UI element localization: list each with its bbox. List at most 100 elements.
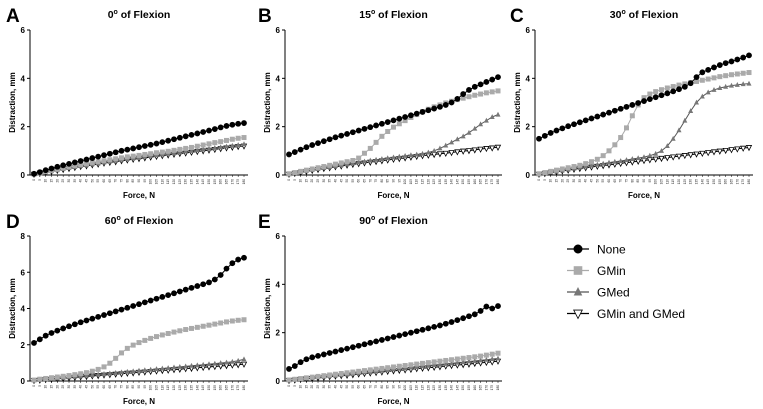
data-point	[332, 371, 338, 377]
x-tick-label: 25	[61, 385, 65, 389]
x-tick-label: 55	[601, 179, 605, 183]
x-tick-label: 130	[438, 385, 442, 391]
x-tick-label: 105	[660, 179, 664, 185]
series-gmin-and-gmed	[285, 144, 502, 179]
x-tick-label: 15	[50, 179, 54, 183]
data-point	[241, 135, 247, 141]
data-point	[60, 162, 67, 169]
data-point	[402, 118, 408, 124]
data-point	[338, 347, 345, 353]
x-tick-label: 45	[85, 179, 89, 183]
data-point	[292, 376, 298, 382]
data-point	[136, 144, 142, 151]
x-tick-label: 85	[131, 179, 135, 183]
x-tick-label: 105	[409, 385, 413, 391]
data-point	[460, 91, 467, 97]
data-point	[89, 160, 95, 166]
data-point	[390, 117, 397, 124]
data-point	[559, 166, 565, 172]
x-tick-label: 65	[108, 179, 112, 183]
data-point	[413, 110, 420, 117]
data-point	[652, 156, 659, 163]
x-tick-label: 160	[219, 385, 223, 391]
data-point	[194, 283, 201, 289]
data-point	[623, 103, 630, 110]
data-point	[66, 164, 72, 170]
data-point	[95, 366, 101, 372]
data-point	[589, 159, 594, 165]
data-point	[235, 357, 241, 363]
data-point	[460, 95, 466, 101]
data-point	[653, 89, 659, 95]
x-tick-label: 50	[345, 179, 349, 183]
y-axis-label: Distraction, mm	[263, 72, 272, 132]
data-point	[124, 146, 131, 153]
x-tick-label: 45	[85, 385, 89, 389]
data-point	[361, 341, 368, 348]
data-point	[183, 148, 189, 154]
data-point	[635, 155, 641, 161]
data-point	[612, 158, 618, 164]
x-tick-label: 170	[735, 179, 739, 185]
data-point	[355, 342, 362, 349]
x-tick-label: 150	[712, 179, 716, 185]
x-tick-label: 15	[304, 385, 308, 389]
data-point	[338, 132, 345, 139]
x-tick-label: 105	[409, 179, 413, 185]
x-tick-label: 115	[421, 385, 425, 390]
data-point	[43, 375, 49, 381]
data-point	[42, 332, 49, 339]
x-tick-label: 65	[362, 179, 366, 183]
x-tick-label: 0	[287, 179, 291, 181]
data-point	[465, 148, 473, 155]
data-point	[693, 151, 700, 158]
data-point	[594, 156, 600, 162]
title-degree: 60	[105, 215, 117, 227]
title-suffix: of Flexion	[121, 215, 174, 227]
x-tick-label: 150	[461, 179, 465, 185]
title-degree: 90	[359, 215, 371, 227]
data-point	[675, 153, 683, 160]
data-point	[437, 322, 443, 329]
x-tick-label: 135	[695, 179, 699, 185]
data-point	[106, 150, 113, 157]
y-axis-label: Distraction, mm	[263, 278, 272, 338]
x-tick-label: 55	[351, 179, 355, 183]
x-tick-label: 180	[747, 179, 751, 185]
data-point	[286, 151, 292, 158]
data-point	[344, 345, 350, 352]
x-axis-label: Force, N	[123, 191, 155, 200]
x-tick-label: 30	[322, 385, 326, 389]
x-tick-label: 40	[584, 179, 588, 183]
data-point	[431, 359, 437, 365]
data-point	[646, 157, 653, 164]
data-point	[495, 355, 501, 361]
data-point	[454, 136, 460, 142]
x-tick-label: 150	[461, 385, 465, 391]
data-point	[361, 125, 368, 132]
data-point	[119, 369, 124, 375]
x-tick-label: 95	[143, 385, 147, 389]
data-point	[414, 151, 420, 157]
data-point	[489, 356, 495, 362]
data-point	[326, 350, 333, 356]
data-point	[54, 163, 61, 170]
x-axis-label: Force, N	[377, 397, 409, 406]
panel-letter: D	[6, 212, 20, 233]
data-point	[159, 293, 166, 300]
x-tick-label: 135	[190, 179, 194, 185]
data-point	[408, 362, 414, 368]
y-axis-label: Distraction, mm	[8, 72, 17, 132]
data-point	[89, 155, 96, 161]
data-point	[206, 141, 212, 147]
data-point	[142, 151, 148, 157]
data-point	[112, 308, 119, 315]
data-point	[153, 295, 160, 302]
data-point	[303, 167, 309, 173]
data-point	[154, 150, 159, 156]
x-tick-label: 155	[467, 385, 471, 391]
data-point	[442, 320, 449, 327]
x-tick-label: 25	[316, 385, 320, 389]
data-point	[612, 142, 618, 148]
